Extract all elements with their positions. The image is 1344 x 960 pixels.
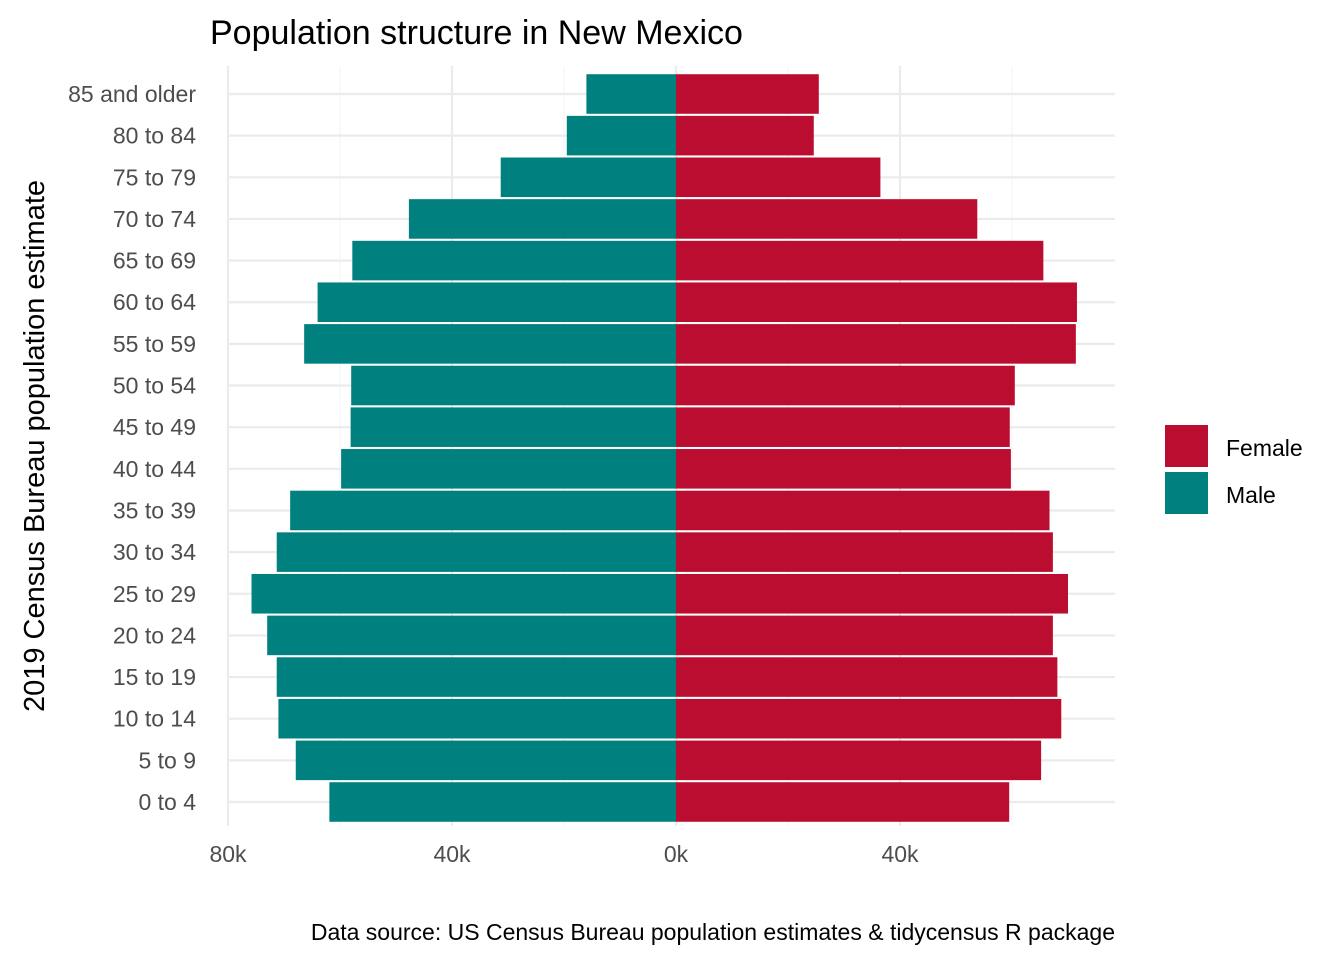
bar-male-7 [290, 490, 676, 531]
bar-female-4 [676, 615, 1053, 656]
chart-title: Population structure in New Mexico [210, 14, 743, 52]
bar-male-10 [351, 365, 676, 406]
bar-female-14 [676, 199, 978, 239]
x-tick-label: 40k [881, 841, 919, 867]
y-tick-label: 35 to 39 [113, 497, 196, 523]
y-tick-label: 65 to 69 [113, 248, 196, 274]
bar-male-4 [267, 615, 676, 656]
y-tick-label: 10 to 14 [113, 706, 196, 732]
bar-female-3 [676, 657, 1058, 697]
bar-male-15 [500, 157, 676, 198]
y-tick-label: 70 to 74 [113, 206, 196, 232]
y-tick-label: 55 to 59 [113, 331, 196, 357]
legend-key-female [1165, 425, 1208, 467]
bar-male-9 [350, 407, 676, 447]
bar-female-1 [676, 740, 1042, 781]
y-tick-label: 60 to 64 [113, 289, 196, 315]
bar-female-12 [676, 282, 1077, 323]
y-tick-label: 40 to 44 [113, 456, 196, 482]
bar-female-5 [676, 573, 1068, 614]
bar-male-6 [276, 532, 676, 572]
bar-male-1 [295, 740, 676, 781]
y-tick-label: 0 to 4 [138, 789, 196, 815]
bar-female-15 [676, 157, 881, 198]
bars [251, 74, 1077, 822]
bar-female-0 [676, 782, 1010, 822]
bar-male-16 [566, 115, 676, 156]
y-tick-label: 15 to 19 [113, 664, 196, 690]
bar-female-16 [676, 115, 814, 156]
bar-male-17 [586, 74, 676, 114]
bar-female-6 [676, 532, 1053, 572]
y-tick-label: 50 to 54 [113, 373, 196, 399]
x-tick-labels: 80k 40k 0k 40k [209, 841, 919, 867]
bar-female-9 [676, 407, 1010, 447]
x-tick-label: 80k [209, 841, 247, 867]
caption: Data source: US Census Bureau population… [311, 919, 1115, 945]
y-tick-label: 20 to 24 [113, 622, 196, 648]
legend-label-female: Female [1226, 435, 1303, 461]
legend-label-male: Male [1226, 482, 1276, 508]
bar-female-2 [676, 698, 1062, 739]
bar-female-17 [676, 74, 819, 114]
bar-male-12 [317, 282, 676, 323]
y-axis-label: 2019 Census Bureau population estimate [19, 180, 51, 712]
y-tick-label: 80 to 84 [113, 123, 196, 149]
x-tick-label: 0k [664, 841, 689, 867]
bar-male-3 [276, 657, 676, 697]
bar-female-10 [676, 365, 1015, 406]
legend: Female Male [1165, 425, 1303, 514]
bar-male-11 [304, 324, 676, 364]
bar-female-7 [676, 490, 1050, 531]
bar-male-8 [341, 449, 676, 489]
bar-female-8 [676, 449, 1011, 489]
bar-male-5 [251, 573, 676, 614]
bar-male-0 [329, 782, 676, 822]
bar-male-13 [352, 240, 676, 281]
y-tick-label: 25 to 29 [113, 581, 196, 607]
bar-male-14 [408, 199, 676, 239]
y-tick-label: 5 to 9 [138, 747, 196, 773]
y-tick-labels: 0 to 4 5 to 9 10 to 14 15 to 19 20 to 24 25 t… [68, 81, 196, 815]
bar-male-2 [278, 698, 676, 739]
bar-female-13 [676, 240, 1044, 281]
y-tick-label: 85 and older [68, 81, 196, 107]
bar-female-11 [676, 324, 1076, 364]
x-tick-label: 40k [433, 841, 471, 867]
y-tick-label: 30 to 34 [113, 539, 196, 565]
legend-key-male [1165, 472, 1208, 514]
y-tick-label: 75 to 79 [113, 164, 196, 190]
y-tick-label: 45 to 49 [113, 414, 196, 440]
